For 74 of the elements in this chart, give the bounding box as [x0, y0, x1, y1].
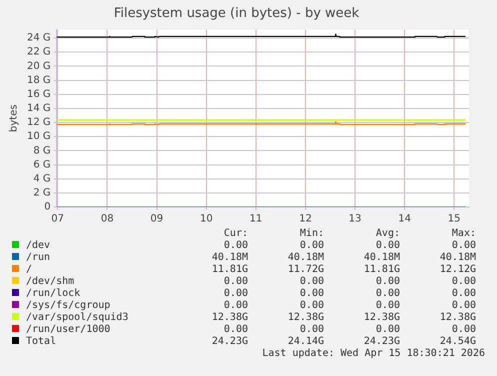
y-axis-title: bytes [8, 104, 20, 132]
y-tick-label: 16 G [26, 88, 51, 100]
x-tick-label: 14 [398, 214, 411, 225]
y-tick-label: 22 G [26, 46, 51, 58]
y-tick-label: 18 G [26, 74, 51, 86]
legend-label: /sys/fs/cgroup [25, 300, 112, 312]
text: 24.14G [286, 336, 324, 348]
y-tick-label: 10 G [26, 131, 51, 142]
x-tick-label: 10 [200, 214, 213, 225]
text: 0.00 [374, 276, 400, 288]
text: 40.18M [286, 252, 324, 264]
text: 0.00 [298, 288, 324, 300]
text: 0.00 [298, 240, 324, 252]
text: Max: [450, 228, 476, 240]
y-tick-label: 20 G [26, 60, 51, 72]
text: 0.00 [374, 324, 400, 336]
y-tick-label: 24 G [26, 32, 51, 44]
text: 0.00 [374, 240, 400, 252]
text: 0.00 [450, 300, 476, 312]
x-tick-label: 08 [100, 214, 114, 225]
text: 40.18M [210, 252, 248, 264]
y-tick-label: 4 G [33, 173, 51, 184]
legend-label: Total [25, 336, 58, 348]
y-tick-label: 12 G [26, 117, 51, 128]
text: 12.12G [438, 264, 476, 276]
x-tick-label: 09 [150, 214, 164, 225]
text: 0.00 [298, 324, 324, 336]
y-tick-label: 6 G [33, 159, 51, 170]
text: 0.00 [222, 276, 248, 288]
text: 0.00 [450, 240, 476, 252]
x-tick-label: 13 [348, 214, 362, 225]
text: 24.23G [210, 336, 248, 348]
text: 0.00 [450, 324, 476, 336]
text: 0.00 [222, 240, 248, 252]
legend-label: /run [25, 252, 52, 264]
text: 0.00 [298, 300, 324, 312]
text: 12.38G [210, 312, 248, 324]
legend-label: /run/user/1000 [25, 324, 112, 336]
legend-label: / [25, 264, 34, 276]
x-tick-label: 15 [448, 214, 460, 225]
legend-label: /var/spool/squid3 [25, 312, 130, 324]
text: 40.18M [362, 252, 400, 264]
text: Last update: Wed Apr 15 18:30:21 2026 [261, 348, 485, 359]
text: 0.00 [450, 276, 476, 288]
text: 11.72G [286, 264, 324, 276]
text: 24.23G [362, 336, 400, 348]
text: 0.00 [222, 288, 248, 300]
text: Cur: [222, 228, 248, 240]
x-tick-label: 07 [51, 214, 64, 225]
y-tick-label: 8 G [33, 145, 51, 156]
text: 40.18M [438, 252, 476, 264]
text: 11.81G [210, 264, 248, 276]
text: 0.00 [374, 300, 400, 312]
x-tick-label: 11 [250, 214, 262, 225]
y-tick-label: 2 G [33, 188, 51, 199]
text: 0.00 [450, 288, 476, 300]
text: 0.00 [374, 288, 400, 300]
legend-label: /dev [25, 240, 52, 252]
x-tick-label: 12 [299, 214, 312, 225]
y-tick-label: 0 [44, 202, 51, 213]
chart-title: Filesystem usage (in bytes) - by week [114, 6, 360, 22]
text: 24.54G [438, 336, 476, 348]
legend-label: /run/lock [25, 288, 82, 300]
text: Avg: [374, 228, 400, 240]
text: 12.38G [286, 312, 324, 324]
text: Min: [298, 228, 324, 240]
text: 12.38G [362, 312, 400, 324]
legend-label: /dev/shm [25, 276, 76, 288]
text: 0.00 [298, 276, 324, 288]
y-tick-label: 14 G [26, 103, 51, 114]
text: 11.81G [362, 264, 400, 276]
text: 0.00 [222, 324, 248, 336]
text: 12.38G [438, 312, 476, 324]
text: 0.00 [222, 300, 248, 312]
